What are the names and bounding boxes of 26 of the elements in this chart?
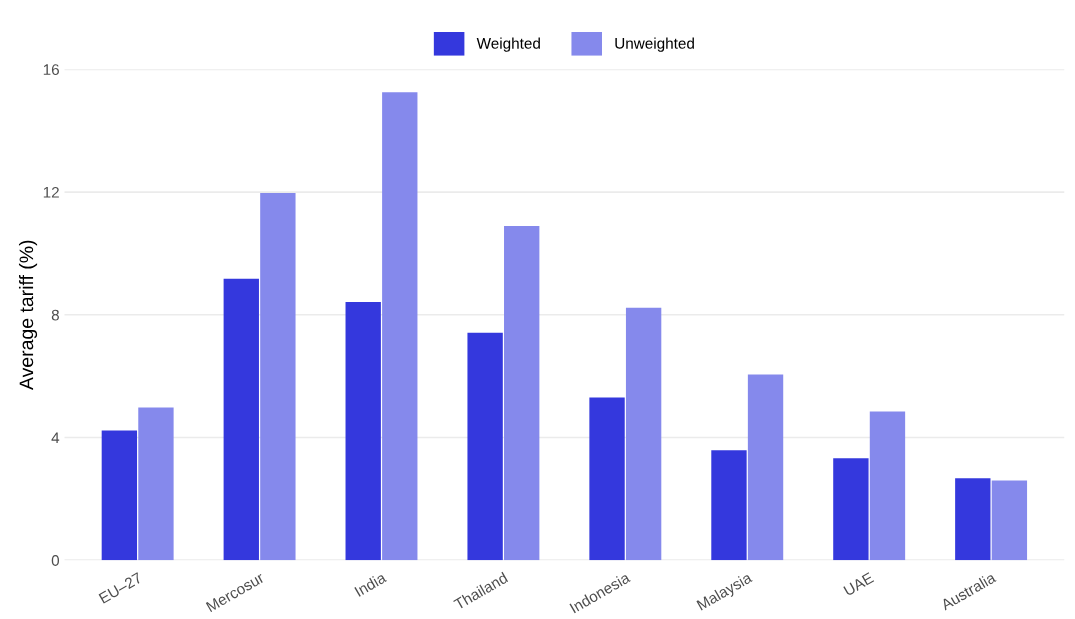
bar	[101, 430, 138, 561]
bar	[833, 458, 869, 561]
bar	[223, 278, 259, 561]
bar	[869, 411, 906, 561]
bar	[589, 397, 625, 561]
bar	[625, 307, 662, 561]
y-axis-title: Average tariff (%)	[18, 240, 38, 391]
bar	[345, 301, 381, 561]
bar	[382, 92, 418, 561]
bar	[504, 226, 540, 561]
y-tick-label: 16	[43, 64, 59, 76]
legend-label: Unweighted	[615, 37, 694, 52]
bar	[711, 450, 747, 561]
y-tick-label: 12	[43, 186, 59, 198]
bar	[747, 374, 784, 561]
bar	[467, 332, 503, 561]
y-tick-label: 8	[51, 309, 59, 321]
y-tick-label: 4	[51, 432, 60, 444]
y-tick-label: 0	[51, 555, 60, 566]
bar	[955, 478, 991, 561]
bar	[260, 192, 296, 561]
x-tick-label: UAE	[843, 572, 875, 597]
x-tick-label: India	[354, 571, 388, 597]
legend-label: Weighted	[476, 37, 540, 52]
bar	[138, 407, 174, 561]
bar	[991, 480, 1028, 561]
